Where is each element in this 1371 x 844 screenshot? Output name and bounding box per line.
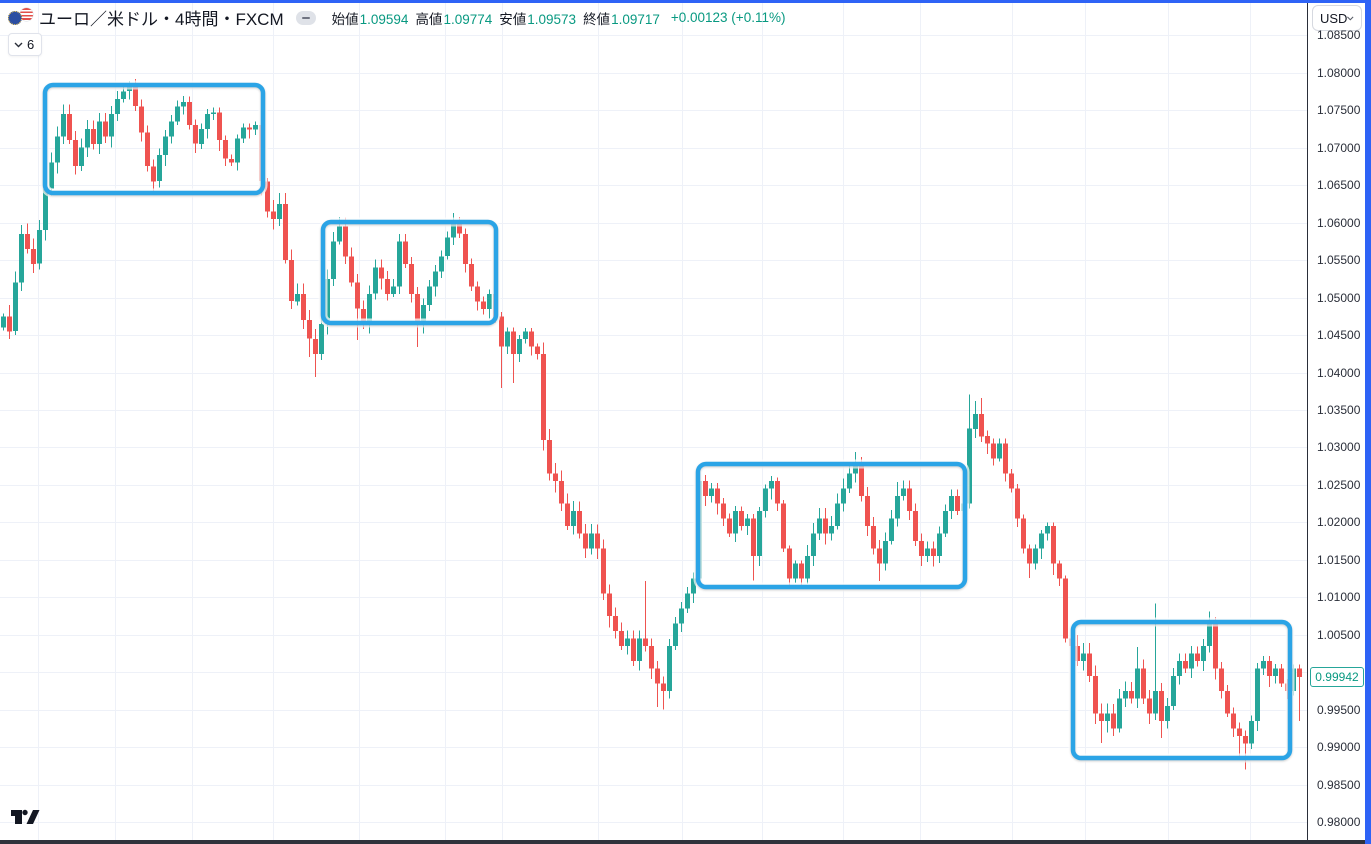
close-label: 終値 [583, 11, 611, 27]
price-axis[interactable]: USD 1.08500 1.08000 1.07500 1.07000 1.06500 1… [1307, 0, 1365, 840]
open-label: 始値 [331, 11, 359, 27]
price-tick-label: 1.08000 [1317, 66, 1361, 80]
minus-icon [301, 16, 310, 19]
low-label: 安値 [499, 11, 527, 27]
close-value: 1.09717 [611, 11, 660, 27]
pair-icon[interactable] [8, 7, 34, 28]
price-tick-label: 1.00500 [1317, 628, 1361, 642]
price-tick-label: 1.06000 [1317, 216, 1361, 230]
price-tick-label: 1.03500 [1317, 403, 1361, 417]
tradingview-logo[interactable] [10, 806, 40, 825]
price-tick-label: 0.99500 [1317, 703, 1361, 717]
price-tick-label: 1.06500 [1317, 178, 1361, 192]
ohlc-readout: 始値1.09594 高値1.09774 安値1.09573 終値1.09717 [332, 8, 667, 28]
price-tick-label: 1.05500 [1317, 253, 1361, 267]
price-tick-label: 1.04000 [1317, 366, 1361, 380]
price-tick-label: 1.04500 [1317, 328, 1361, 342]
chevron-down-icon [1347, 15, 1354, 20]
chevron-down-icon [14, 42, 23, 47]
high-label: 高値 [415, 11, 443, 27]
price-tick-label: 1.01500 [1317, 553, 1361, 567]
price-tick-label: 1.05000 [1317, 291, 1361, 305]
price-tick-label: 1.08500 [1317, 28, 1361, 42]
currency-unit-button[interactable]: USD [1312, 5, 1362, 31]
change-value: +0.00123 (+0.11%) [670, 10, 786, 25]
price-tick-label: 0.98500 [1317, 778, 1361, 792]
price-tick-label: 1.02500 [1317, 478, 1361, 492]
range-box-1[interactable] [42, 82, 266, 196]
last-price-label: 0.99942 [1310, 667, 1364, 687]
price-chart[interactable] [0, 0, 1307, 844]
low-value: 1.09573 [527, 11, 577, 27]
eu-flag-icon [8, 10, 22, 25]
legend-rows-toggle[interactable]: 6 [8, 33, 43, 56]
range-box-4[interactable] [1070, 619, 1293, 761]
window-border-right [1365, 0, 1371, 844]
window-border-bottom [0, 840, 1371, 844]
price-tick-label: 0.98000 [1317, 815, 1361, 829]
symbol-header: ユーロ／米ドル・4時間・FXCM 始値1.09594 高値1.09774 安値1… [8, 5, 785, 30]
open-value: 1.09594 [359, 11, 409, 27]
range-box-2[interactable] [320, 219, 499, 326]
collapse-legend-button[interactable] [295, 10, 316, 25]
high-value: 1.09774 [443, 11, 493, 27]
price-tick-label: 1.01000 [1317, 590, 1361, 604]
price-tick-label: 1.07500 [1317, 103, 1361, 117]
price-tick-label: 1.02000 [1317, 515, 1361, 529]
price-tick-label: 1.07000 [1317, 141, 1361, 155]
price-tick-label: 0.99000 [1317, 740, 1361, 754]
currency-unit-label: USD [1320, 10, 1348, 26]
us-flag-icon [20, 7, 33, 21]
legend-rows-count: 6 [27, 37, 35, 52]
range-box-3[interactable] [695, 461, 968, 590]
window-border-top [0, 0, 1371, 3]
price-tick-label: 1.03000 [1317, 440, 1361, 454]
symbol-title[interactable]: ユーロ／米ドル・4時間・FXCM [39, 10, 284, 29]
